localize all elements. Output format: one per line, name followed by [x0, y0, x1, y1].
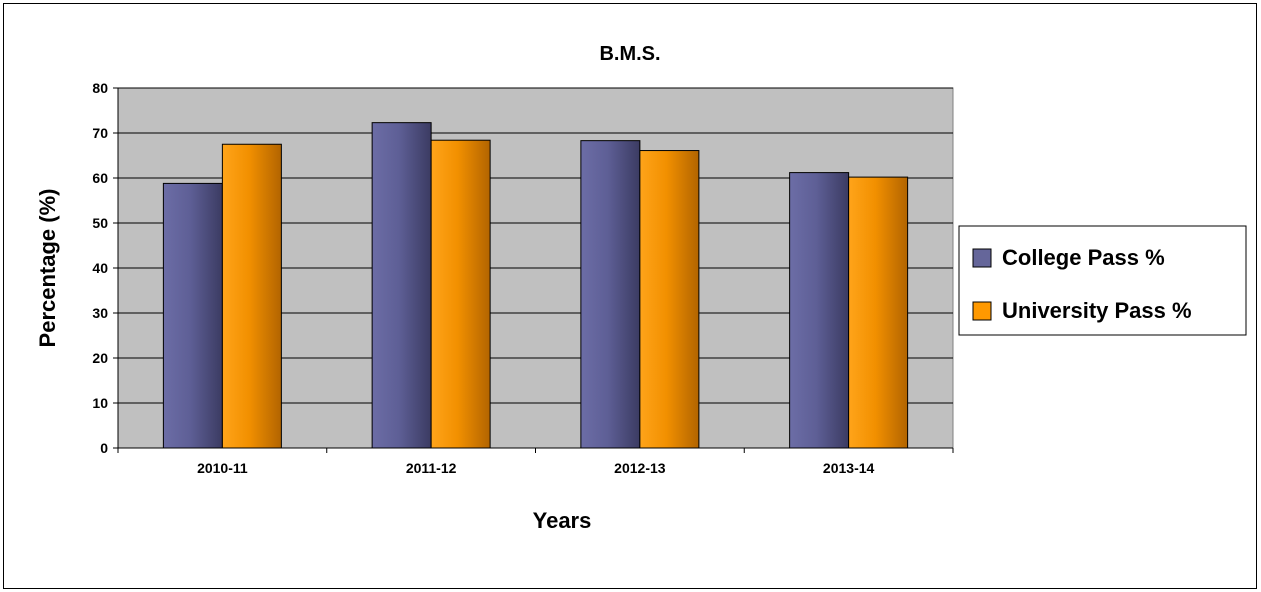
bar-college-pass — [789, 172, 850, 449]
bar-college-pass — [580, 140, 641, 449]
y-tick-label: 20 — [92, 350, 108, 366]
bar-college-pass — [162, 182, 223, 449]
chart-title: B.M.S. — [599, 43, 660, 65]
y-tick-label: 40 — [92, 260, 108, 276]
legend-swatch-university — [972, 301, 992, 321]
legend: College Pass % University Pass % — [958, 225, 1247, 336]
y-tick-label: 60 — [92, 170, 108, 186]
bar-university-pass — [848, 176, 909, 449]
x-tick-label: 2012-13 — [614, 460, 666, 476]
bar-university-pass — [430, 139, 491, 449]
x-axis-ticks: 2010-11 2011-12 2012-13 2013-14 — [117, 448, 954, 476]
y-tick-label: 0 — [100, 440, 108, 456]
legend-box — [958, 225, 1247, 336]
y-tick-label: 80 — [92, 80, 108, 96]
legend-label-college: College Pass % — [1002, 245, 1165, 270]
y-tick-label: 30 — [92, 305, 108, 321]
y-tick-label: 10 — [92, 395, 108, 411]
y-tick-label: 50 — [92, 215, 108, 231]
y-axis-ticks: 0 10 20 30 40 50 60 70 80 — [92, 80, 118, 456]
x-tick-label: 2013-14 — [823, 460, 875, 476]
y-axis-label: Percentage (%) — [35, 189, 60, 348]
legend-label-university: University Pass % — [1002, 298, 1192, 323]
x-tick-label: 2010-11 — [197, 460, 248, 476]
bar-university-pass — [221, 143, 282, 449]
x-tick-label: 2011-12 — [406, 460, 457, 476]
bar-college-pass — [371, 122, 432, 449]
bar-university-pass — [639, 150, 700, 449]
legend-swatch-college — [972, 248, 992, 268]
x-axis-label: Years — [533, 508, 592, 533]
y-tick-label: 70 — [92, 125, 108, 141]
bars — [162, 122, 909, 449]
